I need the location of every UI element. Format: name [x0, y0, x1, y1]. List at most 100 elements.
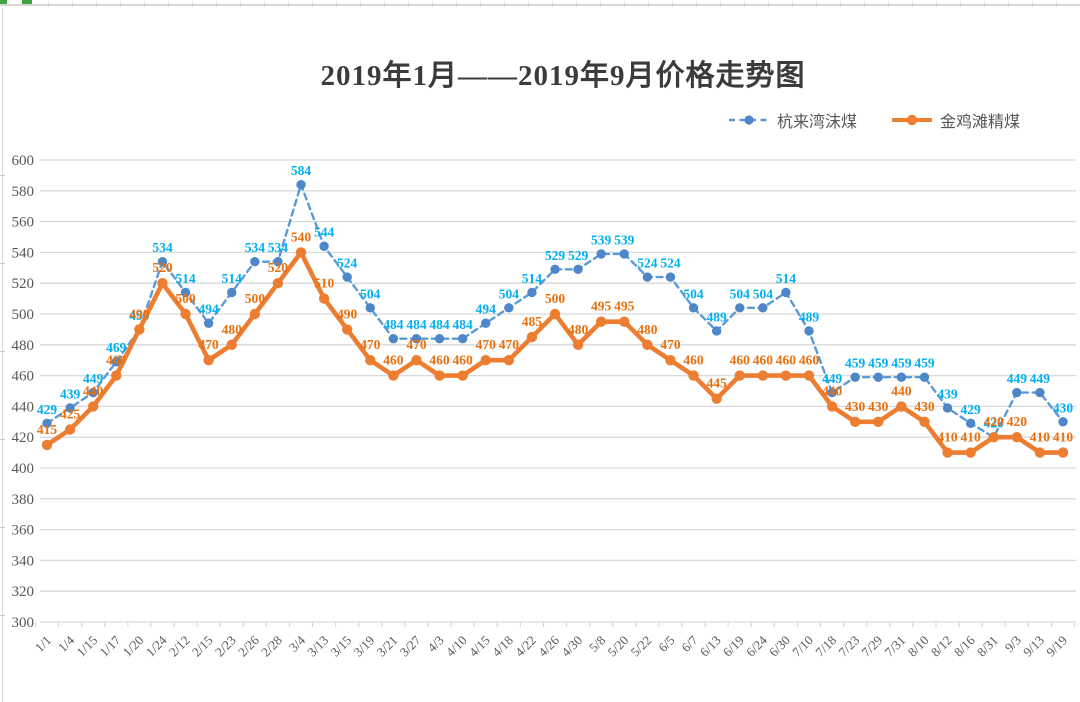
x-axis-label: 6/19 [720, 633, 747, 660]
legend-item-series1[interactable]: 杭来湾沫煤 [728, 108, 857, 132]
series1-data-label: 584 [291, 163, 312, 178]
y-axis-label: 500 [12, 307, 35, 323]
series1-data-label: 514 [175, 271, 196, 286]
series1-marker [227, 287, 237, 298]
series1-marker [827, 387, 837, 398]
series2-data-label: 480 [568, 322, 589, 337]
series2-data-label: 445 [707, 376, 728, 391]
series1-data-label: 484 [453, 317, 474, 332]
series1-marker [873, 372, 883, 382]
series1-marker [850, 372, 860, 382]
series2-marker [434, 370, 445, 381]
chart-legend: 杭来湾沫煤 金鸡滩精煤 [728, 108, 1020, 132]
x-axis-label: 5/20 [604, 633, 631, 660]
series1-marker [411, 333, 422, 344]
series2-marker [503, 355, 515, 366]
series2-data-label: 470 [499, 337, 520, 352]
series1-marker [896, 372, 907, 382]
series1-data-label: 420 [984, 416, 1005, 431]
x-axis-label: 3/15 [327, 633, 354, 660]
series2-marker [619, 316, 630, 327]
series2-data-label: 430 [845, 399, 866, 414]
series2-data-label: 460 [429, 353, 450, 368]
x-axis-label: 4/26 [535, 632, 562, 659]
series2-marker [341, 324, 353, 335]
series1-data-label: 489 [707, 309, 728, 324]
x-axis-label: 5/8 [586, 633, 608, 655]
y-axis-label: 480 [12, 338, 35, 354]
series2-data-label: 470 [406, 337, 427, 352]
series2-data-label: 485 [522, 314, 543, 329]
series1-data-label: 459 [845, 356, 866, 371]
series1-data-label: 504 [683, 286, 704, 301]
series1-data-label: 544 [314, 225, 335, 240]
series1-data-label: 449 [1007, 371, 1028, 386]
x-axis-label: 6/7 [678, 632, 701, 655]
series2-marker [318, 293, 330, 304]
series2-marker [665, 355, 676, 366]
x-axis-label: 6/5 [655, 633, 677, 655]
series2-marker [826, 401, 838, 412]
series2-data-label: 540 [291, 229, 312, 244]
series1-data-label: 534 [268, 240, 289, 255]
series2-data-label: 500 [545, 291, 566, 306]
x-axis-label: 7/23 [835, 633, 862, 660]
series1-data-label: 429 [37, 402, 58, 417]
series1-data-label: 524 [337, 256, 358, 271]
sheet-selection-mark [0, 0, 7, 4]
x-axis-label: 8/10 [905, 633, 932, 660]
series2-data-label: 495 [614, 299, 635, 314]
series2-marker [549, 308, 561, 320]
x-axis-label: 4/30 [558, 633, 585, 660]
series2-marker [526, 331, 538, 343]
series2-data-label: 460 [453, 353, 474, 368]
y-axis-label: 600 [12, 153, 35, 169]
legend-item-series2[interactable]: 金鸡滩精煤 [891, 108, 1020, 132]
y-axis-label: 520 [12, 276, 35, 292]
chart-title: 2019年1月——2019年9月价格走势图 [320, 60, 806, 92]
series1-marker [434, 333, 445, 344]
series1-marker [273, 256, 283, 267]
series1-data-label: 484 [383, 317, 404, 332]
series2-marker [919, 416, 930, 427]
series1-marker [527, 287, 537, 298]
series2-marker [942, 447, 953, 458]
series2-marker [480, 355, 491, 366]
series1-data-label: 534 [245, 240, 266, 255]
series2-data-label: 460 [383, 353, 404, 368]
series1-data-label: 504 [360, 286, 381, 301]
series2-marker [64, 424, 76, 435]
series2-marker [873, 416, 884, 427]
series1-data-label: 514 [222, 271, 243, 286]
series1-marker [758, 303, 768, 313]
series2-data-label: 430 [868, 399, 889, 414]
y-axis-label: 560 [12, 215, 35, 231]
series2-marker [157, 278, 168, 289]
series1-data-label: 514 [522, 271, 543, 286]
series2-data-label: 495 [591, 299, 612, 314]
x-axis-label: 3/4 [286, 632, 309, 655]
series1-data-label: 439 [937, 386, 958, 401]
series2-marker [249, 308, 261, 320]
series1-marker [596, 249, 606, 259]
series2-marker [111, 370, 122, 381]
x-axis-label: 1/20 [120, 633, 147, 660]
series2-data-label: 440 [83, 383, 104, 398]
x-axis-label: 3/21 [374, 633, 401, 660]
x-axis-label: 7/10 [789, 633, 816, 660]
x-axis-label: 7/29 [858, 633, 885, 660]
series2-marker [803, 370, 815, 381]
x-axis-label: 1/4 [55, 632, 78, 655]
series1-data-label: 439 [60, 386, 81, 401]
series2-data-label: 430 [914, 399, 935, 414]
x-axis-label: 3/13 [304, 633, 331, 660]
series2-marker [295, 247, 307, 258]
series1-data-label: 449 [1030, 371, 1051, 386]
series1-marker [65, 403, 75, 413]
series1-data-label: 524 [660, 256, 681, 271]
series2-data-label: 470 [660, 337, 681, 352]
x-axis-label: 9/19 [1043, 633, 1070, 660]
